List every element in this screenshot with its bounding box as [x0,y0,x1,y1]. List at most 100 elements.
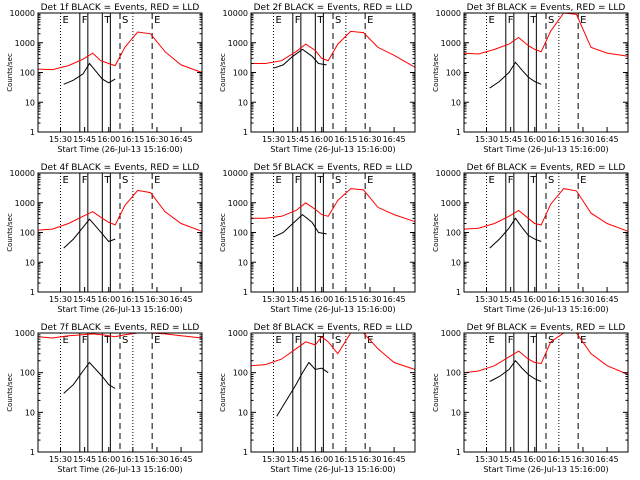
y-tick-label: 1000 [228,199,248,208]
marker-label: T [103,175,111,186]
y-tick-label: 100 [446,69,461,78]
panel-1: E F T S E 1 10 100 1000 10000 15:30 15:45 16:00 16:15… [6,3,203,154]
series-events-line [273,48,327,69]
series-events-line [489,61,542,89]
marker-label: E [276,15,282,26]
y-tick-label: 10 [238,408,248,417]
panel-title: Det 4f BLACK = Events, RED = LLD [41,163,200,173]
x-tick-label: 16:15 [121,455,144,464]
x-tick-label: 15:45 [286,455,309,464]
x-tick-label: 15:45 [73,135,96,144]
y-tick-label: 10000 [436,9,461,18]
x-tick-label: 16:15 [121,135,144,144]
series-lld-line [463,332,629,375]
marker-label: T [316,15,324,26]
y-tick-label: 1000 [441,199,461,208]
marker-label: S [335,175,341,186]
x-axis-label: Start Time (26-Jul-13 15:16:00) [57,305,182,314]
x-tick-label: 16:45 [170,455,193,464]
panel-title: Det 5f BLACK = Events, RED = LLD [254,163,413,173]
x-tick-label: 15:30 [262,455,285,464]
y-tick-label: 100 [233,369,248,378]
panel-6: E F T S E 1 10 100 1000 10000 15:30 15:45 16:00 16:15… [432,163,629,314]
series-events-line [273,213,327,238]
x-tick-label: 16:30 [571,295,594,304]
series-lld-line [251,188,416,223]
series-events-line [489,217,542,249]
marker-label: E [276,335,282,346]
marker-label: S [335,15,341,26]
y-axis-label: Counts/sec [6,53,14,92]
marker-label: T [103,15,111,26]
y-tick-label: 10 [25,258,35,267]
marker-label: E [154,335,160,346]
marker-label: E [63,15,69,26]
panel-4: E F T S E 1 10 100 1000 10000 15:30 15:45 16:00 16:15… [6,163,203,314]
series-lld-line [37,31,203,73]
x-tick-label: 16:30 [358,295,381,304]
marker-label: F [82,335,88,346]
x-tick-label: 15:30 [475,135,498,144]
x-tick-label: 15:45 [499,135,522,144]
x-axis-label: Start Time (26-Jul-13 15:16:00) [57,145,182,154]
marker-label: E [580,15,586,26]
marker-label: F [82,175,88,186]
y-tick-label: 1 [243,128,248,137]
y-tick-label: 100 [20,369,35,378]
marker-label: E [367,175,373,186]
x-axis-label: Start Time (26-Jul-13 15:16:00) [483,465,608,474]
series-lld-line [463,188,629,232]
x-tick-label: 16:30 [145,455,168,464]
y-tick-label: 10 [451,98,461,107]
marker-label: S [122,335,128,346]
x-tick-label: 15:30 [49,295,72,304]
marker-label: E [580,335,586,346]
marker-label: E [63,335,69,346]
panel-5: E F T S E 1 10 100 1000 10000 15:30 15:45 16:00 16:15… [219,163,416,314]
marker-label: S [548,175,554,186]
x-tick-label: 15:30 [475,455,498,464]
y-axis-label: Counts/sec [6,373,14,412]
marker-label: T [316,175,324,186]
panel-title: Det 2f BLACK = Events, RED = LLD [254,3,413,13]
x-tick-label: 16:30 [358,135,381,144]
x-tick-label: 16:30 [571,135,594,144]
y-tick-label: 10 [238,258,248,267]
x-axis-label: Start Time (26-Jul-13 15:16:00) [270,465,395,474]
plot-frame [37,332,203,453]
panel-title: Det 7f BLACK = Events, RED = LLD [41,323,200,333]
x-tick-label: 15:45 [499,295,522,304]
marker-label: E [63,175,69,186]
y-tick-label: 10 [451,258,461,267]
marker-label: F [508,175,514,186]
y-tick-label: 10000 [436,169,461,178]
y-tick-label: 10000 [223,169,248,178]
marker-label: E [580,175,586,186]
x-tick-label: 15:30 [475,295,498,304]
x-tick-label: 16:45 [596,295,619,304]
marker-label: E [367,15,373,26]
marker-label: E [154,15,160,26]
x-tick-label: 16:30 [571,455,594,464]
marker-label: S [548,15,554,26]
panel-title: Det 9f BLACK = Events, RED = LLD [467,323,626,333]
marker-label: E [489,335,495,346]
y-tick-label: 100 [233,69,248,78]
x-tick-label: 15:45 [499,455,522,464]
x-axis-label: Start Time (26-Jul-13 15:16:00) [270,305,395,314]
y-tick-label: 100 [446,229,461,238]
x-tick-label: 16:15 [547,455,570,464]
marker-label: T [529,175,537,186]
x-axis-label: Start Time (26-Jul-13 15:16:00) [483,145,608,154]
x-axis-label: Start Time (26-Jul-13 15:16:00) [57,465,182,474]
marker-label: S [122,175,128,186]
x-tick-label: 16:00 [97,295,120,304]
marker-label: F [295,335,301,346]
plot-frame [463,332,629,453]
x-tick-label: 16:30 [145,295,168,304]
y-tick-label: 1000 [15,329,35,338]
x-tick-label: 15:45 [286,135,309,144]
y-tick-label: 100 [233,229,248,238]
